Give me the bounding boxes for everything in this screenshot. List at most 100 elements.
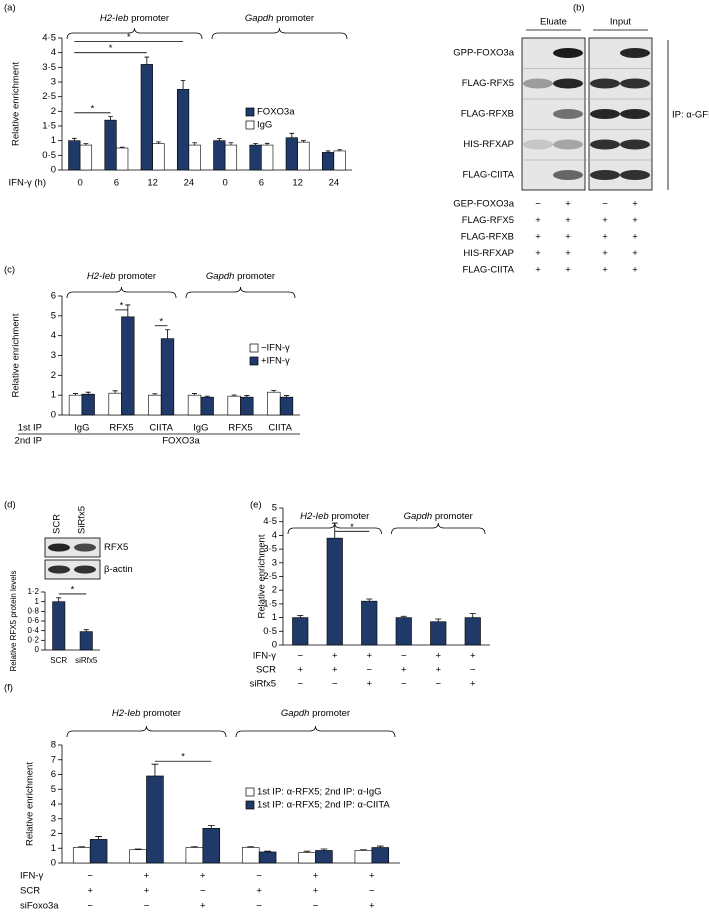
group-gene: Gapdh bbox=[281, 708, 310, 719]
bar bbox=[279, 396, 294, 416]
condition-label: HIS-RFXAP bbox=[463, 248, 514, 259]
y-tick-label: 0·8 bbox=[27, 606, 39, 615]
condition-mark: + bbox=[565, 215, 571, 226]
group-text: promoter bbox=[131, 13, 169, 24]
bar bbox=[361, 600, 378, 646]
bar bbox=[148, 394, 162, 416]
condition-mark: + bbox=[565, 232, 571, 243]
x-tick-label: 6 bbox=[259, 178, 264, 189]
significance-star: * bbox=[127, 32, 131, 43]
bar bbox=[240, 396, 254, 416]
x-axis-label: IFN-γ (h) bbox=[9, 178, 46, 189]
bar bbox=[249, 144, 262, 171]
bar bbox=[285, 137, 298, 171]
bar bbox=[371, 847, 390, 864]
x-tick-label: RFX5 bbox=[228, 423, 252, 434]
error-bar bbox=[228, 142, 234, 146]
error-bar bbox=[108, 116, 113, 121]
x-tick-label: CIITA bbox=[268, 423, 292, 434]
error-bar bbox=[204, 395, 210, 398]
y-tick-label: 3 bbox=[272, 557, 277, 568]
legend-label: FOXO3a bbox=[257, 107, 295, 118]
condition-mark: − bbox=[144, 901, 150, 912]
group-text: promoter bbox=[143, 708, 181, 719]
condition-mark: + bbox=[602, 232, 608, 243]
y-tick-label: 2·5 bbox=[42, 91, 56, 102]
condition-mark: + bbox=[200, 901, 206, 912]
bar bbox=[68, 394, 83, 416]
group-gene: H2-Ieb bbox=[87, 271, 116, 282]
blot-band bbox=[620, 139, 650, 150]
bar bbox=[108, 392, 122, 416]
group-bracket bbox=[391, 522, 486, 535]
error-bar bbox=[320, 848, 328, 851]
bar bbox=[430, 621, 447, 646]
y-tick-label: 0 bbox=[51, 858, 56, 869]
bar bbox=[140, 64, 153, 171]
condition-label: IFN-γ bbox=[20, 871, 43, 882]
condition-mark: − bbox=[435, 679, 441, 690]
blot-band bbox=[590, 170, 620, 180]
y-tick-label: 5 bbox=[51, 310, 56, 321]
bar bbox=[72, 847, 91, 864]
bar bbox=[52, 601, 66, 651]
condition-mark: + bbox=[144, 871, 150, 882]
condition-mark: + bbox=[602, 215, 608, 226]
bar bbox=[261, 144, 274, 171]
condition-mark: + bbox=[632, 232, 638, 243]
group-label: H2-Ieb promoter bbox=[300, 511, 369, 522]
condition-mark: + bbox=[366, 679, 372, 690]
condition-label: FLAG-RFXB bbox=[461, 232, 514, 243]
blot-lane-label: SCR bbox=[52, 514, 63, 534]
y-tick-label: 0·5 bbox=[42, 150, 56, 161]
condition-label: SCR bbox=[20, 886, 40, 897]
y-tick-label: 1 bbox=[272, 612, 277, 623]
error-bar bbox=[400, 615, 407, 618]
error-bar bbox=[119, 146, 125, 148]
x-tick-label: IgG bbox=[193, 423, 208, 434]
y-tick-label: 4 bbox=[51, 47, 56, 58]
condition-mark: + bbox=[632, 248, 638, 259]
bar bbox=[121, 316, 135, 416]
y-tick-label: 1·5 bbox=[263, 598, 277, 609]
error-bar bbox=[325, 150, 331, 153]
condition-mark: + bbox=[565, 199, 571, 210]
condition-mark: − bbox=[332, 679, 338, 690]
error-bar bbox=[125, 304, 131, 317]
group-bracket bbox=[287, 522, 382, 535]
bar bbox=[258, 851, 277, 864]
x-tick-label: 0 bbox=[77, 178, 82, 189]
panel-label: (a) bbox=[4, 3, 16, 14]
x-tick-label: 24 bbox=[184, 178, 195, 189]
error-bar bbox=[85, 391, 91, 395]
bar bbox=[185, 847, 204, 864]
group-bracket bbox=[66, 725, 227, 738]
group-text: promoter bbox=[237, 271, 275, 282]
group-label: Gapdh promoter bbox=[206, 271, 275, 282]
y-axis-label: Relative enrichment bbox=[25, 762, 36, 846]
error-bar bbox=[264, 142, 270, 146]
blot-band bbox=[48, 543, 70, 552]
condition-mark: + bbox=[369, 871, 375, 882]
bar bbox=[267, 391, 281, 416]
condition-mark: + bbox=[435, 651, 441, 662]
y-tick-label: 1·5 bbox=[42, 121, 56, 132]
y-tick-label: 6 bbox=[51, 769, 56, 780]
condition-mark: − bbox=[313, 901, 319, 912]
blot-band bbox=[523, 78, 553, 89]
y-tick-label: 5 bbox=[272, 503, 277, 514]
blot-band bbox=[590, 109, 620, 119]
y-tick-label: 1 bbox=[35, 597, 40, 606]
y-tick-label: 0 bbox=[35, 645, 40, 654]
bar bbox=[395, 617, 412, 646]
condition-mark: + bbox=[144, 886, 150, 897]
row-label: 2nd IP bbox=[15, 436, 42, 447]
condition-mark: + bbox=[313, 871, 319, 882]
y-tick-label: 7 bbox=[51, 754, 56, 765]
error-bar bbox=[366, 598, 373, 602]
bar bbox=[298, 852, 316, 864]
error-bar bbox=[112, 390, 118, 394]
bar bbox=[464, 617, 481, 646]
y-tick-label: 3 bbox=[51, 77, 56, 88]
error-bar bbox=[72, 137, 77, 141]
